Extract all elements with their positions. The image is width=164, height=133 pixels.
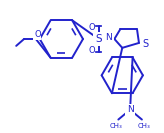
Text: CH₃: CH₃ (137, 123, 150, 129)
Text: O: O (89, 23, 95, 32)
Text: N: N (127, 105, 133, 114)
Text: S: S (142, 39, 148, 49)
Text: O: O (34, 30, 41, 39)
Text: N: N (106, 33, 112, 42)
Text: CH₃: CH₃ (110, 123, 123, 129)
Text: O: O (89, 46, 95, 55)
Text: S: S (95, 34, 102, 44)
